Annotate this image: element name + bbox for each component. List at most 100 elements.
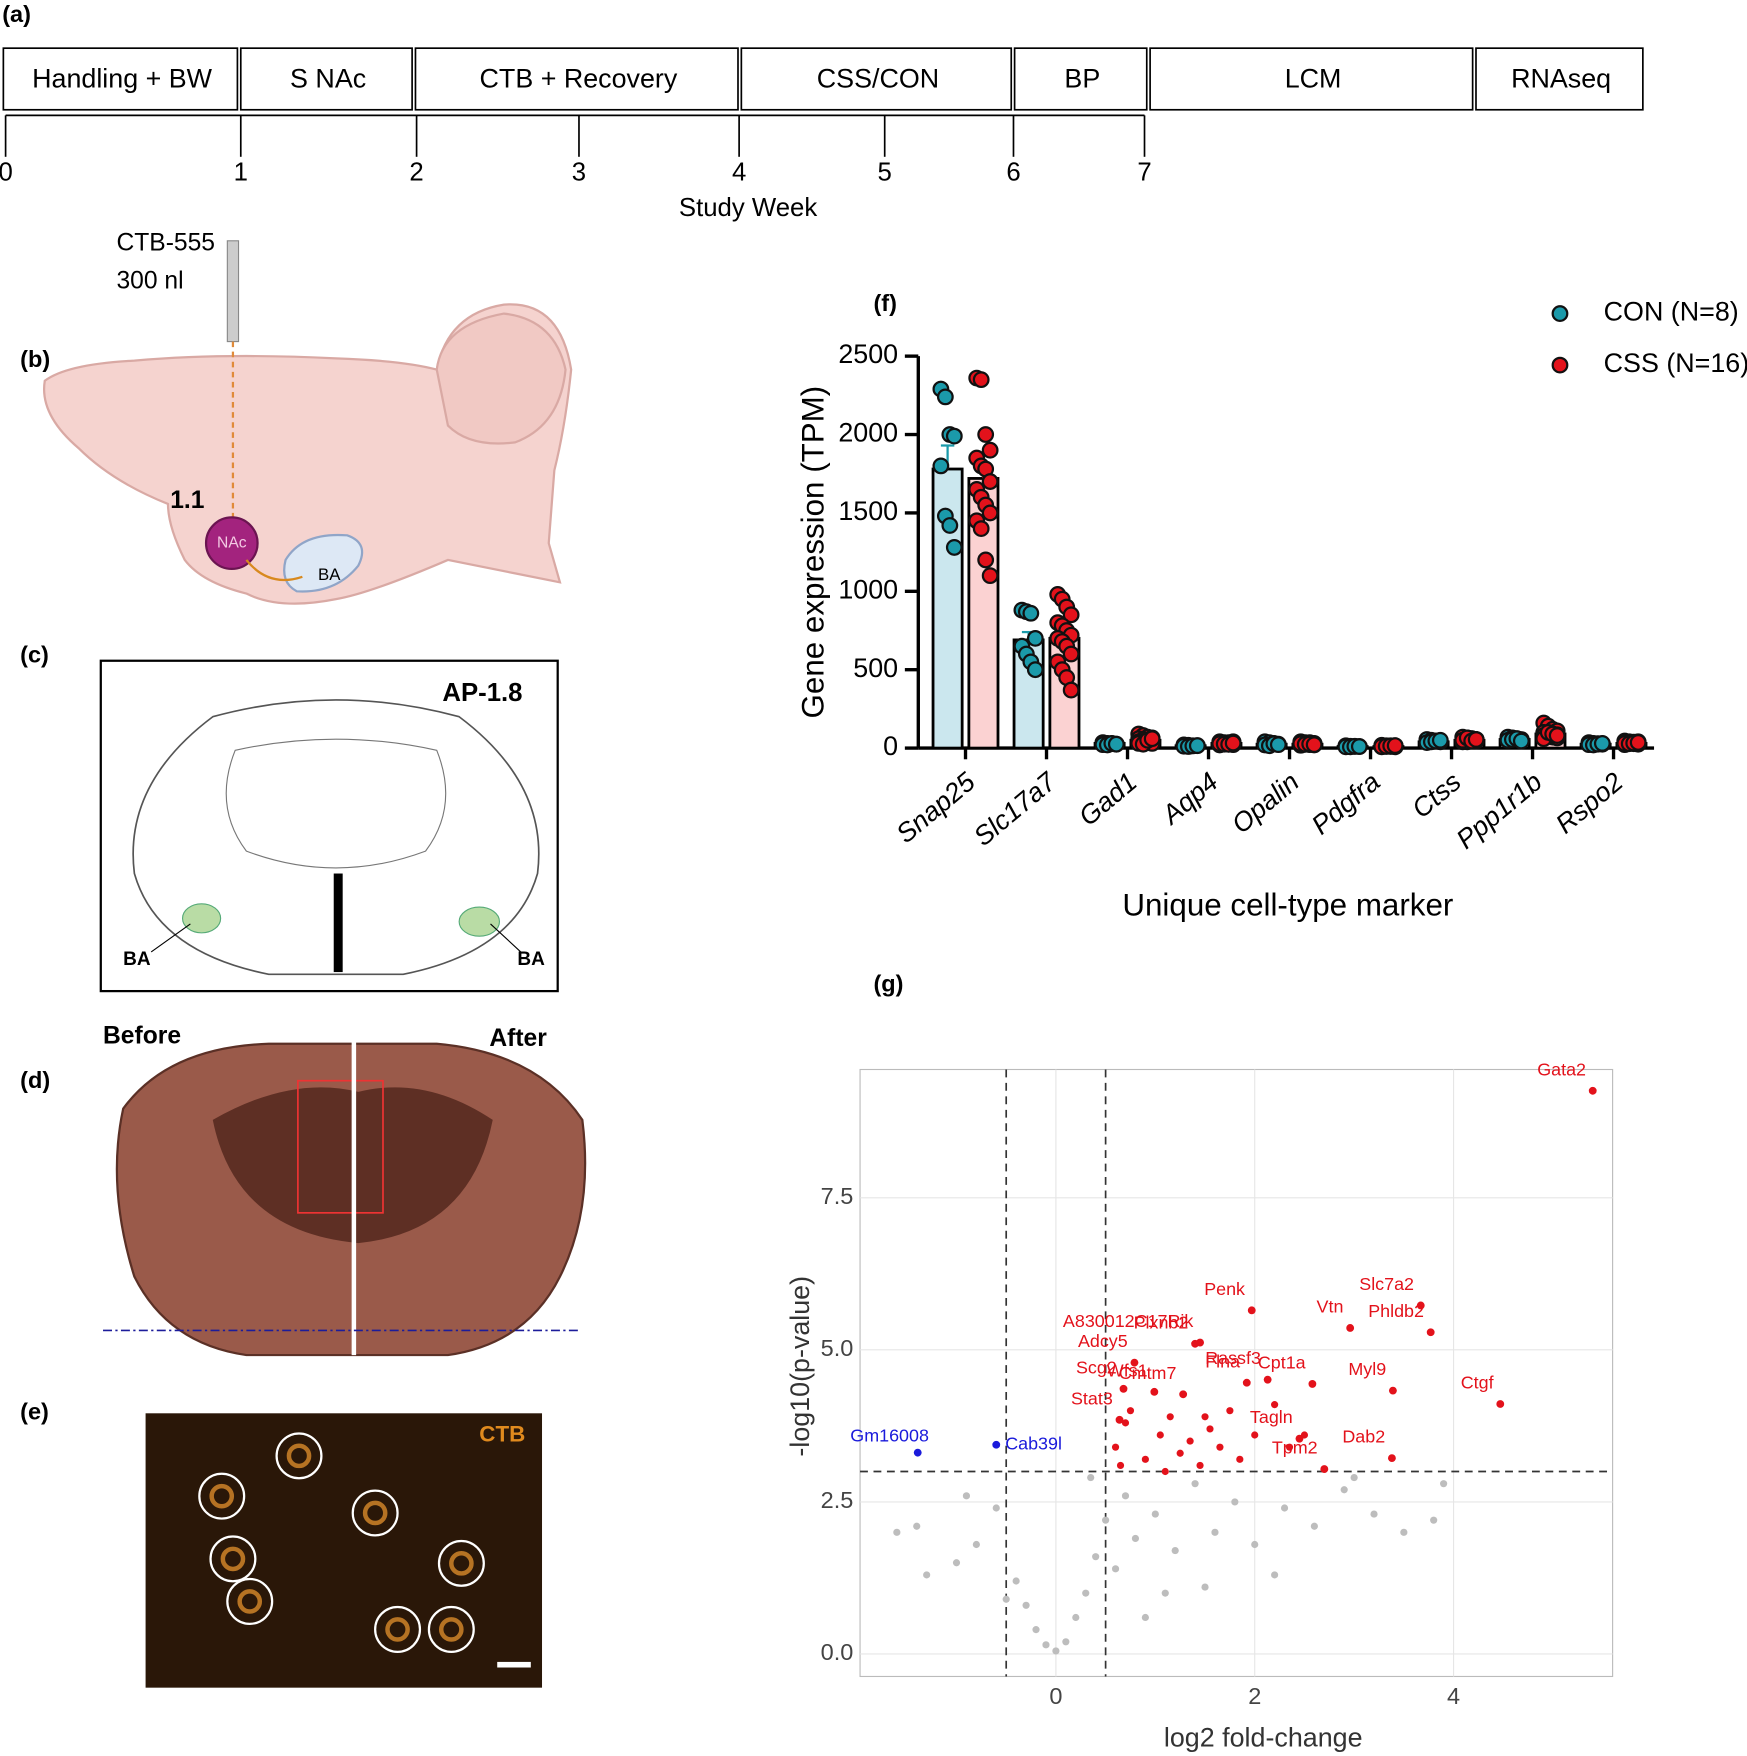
point-label: Slc7a2 [1359, 1274, 1414, 1294]
stage-label: RNAseq [1511, 64, 1611, 94]
data-point [1588, 1086, 1597, 1095]
y-tick-label: 1500 [838, 496, 898, 526]
point-label: Tagln [1250, 1407, 1293, 1427]
image-label: CTB [479, 1422, 525, 1447]
y-tick-label: 5.0 [821, 1335, 854, 1361]
x-tick-label: Gad1 [1073, 767, 1143, 832]
data-point [1236, 1455, 1244, 1463]
data-point [981, 567, 999, 585]
atlas-outline [132, 699, 540, 976]
data-point [1216, 1443, 1224, 1451]
data-point [1191, 1480, 1199, 1488]
y-tick-label: 0 [883, 731, 898, 761]
data-point [1188, 737, 1206, 754]
x-tick-label: Opalin [1226, 767, 1305, 840]
point-label: Penk [1204, 1279, 1245, 1299]
data-point [1102, 1516, 1110, 1524]
data-point [1143, 730, 1161, 748]
data-point [1416, 1301, 1425, 1310]
data-point [1548, 727, 1566, 744]
y-axis-label: -log10(p-value) [785, 1276, 815, 1457]
data-point [1426, 1328, 1435, 1337]
data-point [1280, 1504, 1289, 1512]
data-point [1350, 738, 1368, 755]
atlas-label: BA [517, 949, 545, 970]
data-point [936, 388, 954, 406]
data-point [1512, 732, 1530, 750]
data-point [1062, 681, 1080, 699]
data-point [1242, 1378, 1251, 1387]
data-point [962, 1492, 971, 1500]
stage-box [239, 47, 413, 111]
data-point [1052, 1647, 1060, 1655]
data-point [1092, 1553, 1100, 1561]
timeline-tick-label: 2 [409, 158, 423, 186]
y-tick-label: 2000 [838, 418, 898, 448]
data-point [941, 517, 959, 534]
tracer: CTB-555 [116, 230, 215, 257]
data-point [1161, 1589, 1169, 1597]
x-tick-label: Ctss [1406, 767, 1466, 825]
image-bg [145, 1413, 543, 1688]
panel-label: (f) [874, 290, 897, 316]
slice-label: Before [103, 1023, 181, 1050]
data-point [1271, 1401, 1279, 1409]
data-point [1176, 1449, 1184, 1457]
x-axis-label: Unique cell-type marker [1122, 887, 1453, 922]
stage-label: Handling + BW [32, 64, 213, 94]
data-point [1032, 1626, 1040, 1634]
scale-bar [497, 1661, 531, 1668]
data-point [1206, 1425, 1214, 1433]
point-label: Gata2 [1537, 1059, 1586, 1079]
data-point [1346, 1324, 1355, 1332]
point-label: Phldb2 [1368, 1301, 1424, 1321]
data-point [1119, 1384, 1128, 1393]
legend-label: CSS (N=16) [1604, 348, 1747, 378]
data-point [1072, 1613, 1080, 1622]
panel-label: (c) [20, 641, 49, 667]
stage-box [414, 47, 739, 111]
data-point [1269, 736, 1287, 754]
fluorescence-image: CTB [145, 1413, 543, 1688]
x-axis-label: log2 fold-change [1164, 1722, 1363, 1752]
y-tick-label: 2.5 [821, 1487, 854, 1513]
data-point [1131, 1534, 1140, 1542]
x-tick-label: Pdgfra [1306, 766, 1386, 840]
data-point [913, 1522, 921, 1530]
data-point [972, 520, 990, 537]
data-point [1196, 1338, 1204, 1347]
data-point [1166, 1413, 1174, 1421]
plot-area [859, 1068, 1614, 1678]
timeline-axis-label: Study Week [679, 194, 817, 222]
data-point [932, 457, 950, 475]
data-point [1130, 1358, 1139, 1367]
point-label: Dab2 [1342, 1427, 1385, 1447]
data-point [1629, 734, 1647, 751]
point-label: Tpm2 [1272, 1438, 1318, 1458]
data-point [1310, 1522, 1318, 1530]
data-point [1062, 645, 1080, 663]
data-point [1400, 1528, 1408, 1536]
target-label: BA [318, 565, 341, 584]
syringe [226, 240, 240, 343]
brain-slice: Before After [103, 1023, 587, 1357]
data-point [1387, 1454, 1396, 1463]
ba-right [458, 906, 501, 937]
data-point [1467, 731, 1485, 748]
point-label: Scg2 [1076, 1357, 1117, 1377]
panel-label: (g) [874, 971, 904, 997]
data-point [1111, 1565, 1120, 1573]
data-point [1111, 1443, 1120, 1451]
stage-box [1149, 47, 1474, 111]
timeline: Handling + BW S NAc CTB + Recovery CSS/CON B… [0, 47, 1644, 222]
data-point [977, 426, 995, 443]
atlas-inner [225, 738, 447, 869]
x-tick-label: Slc17a7 [968, 766, 1062, 852]
data-point [1141, 1455, 1149, 1463]
legend-marker [1551, 356, 1569, 374]
point-label: Gm16008 [850, 1426, 929, 1446]
data-point [1026, 661, 1044, 679]
sagittal-brain: CTB-555 300 nl 1.1 NAc BA [43, 230, 573, 605]
data-point [1251, 1540, 1259, 1549]
